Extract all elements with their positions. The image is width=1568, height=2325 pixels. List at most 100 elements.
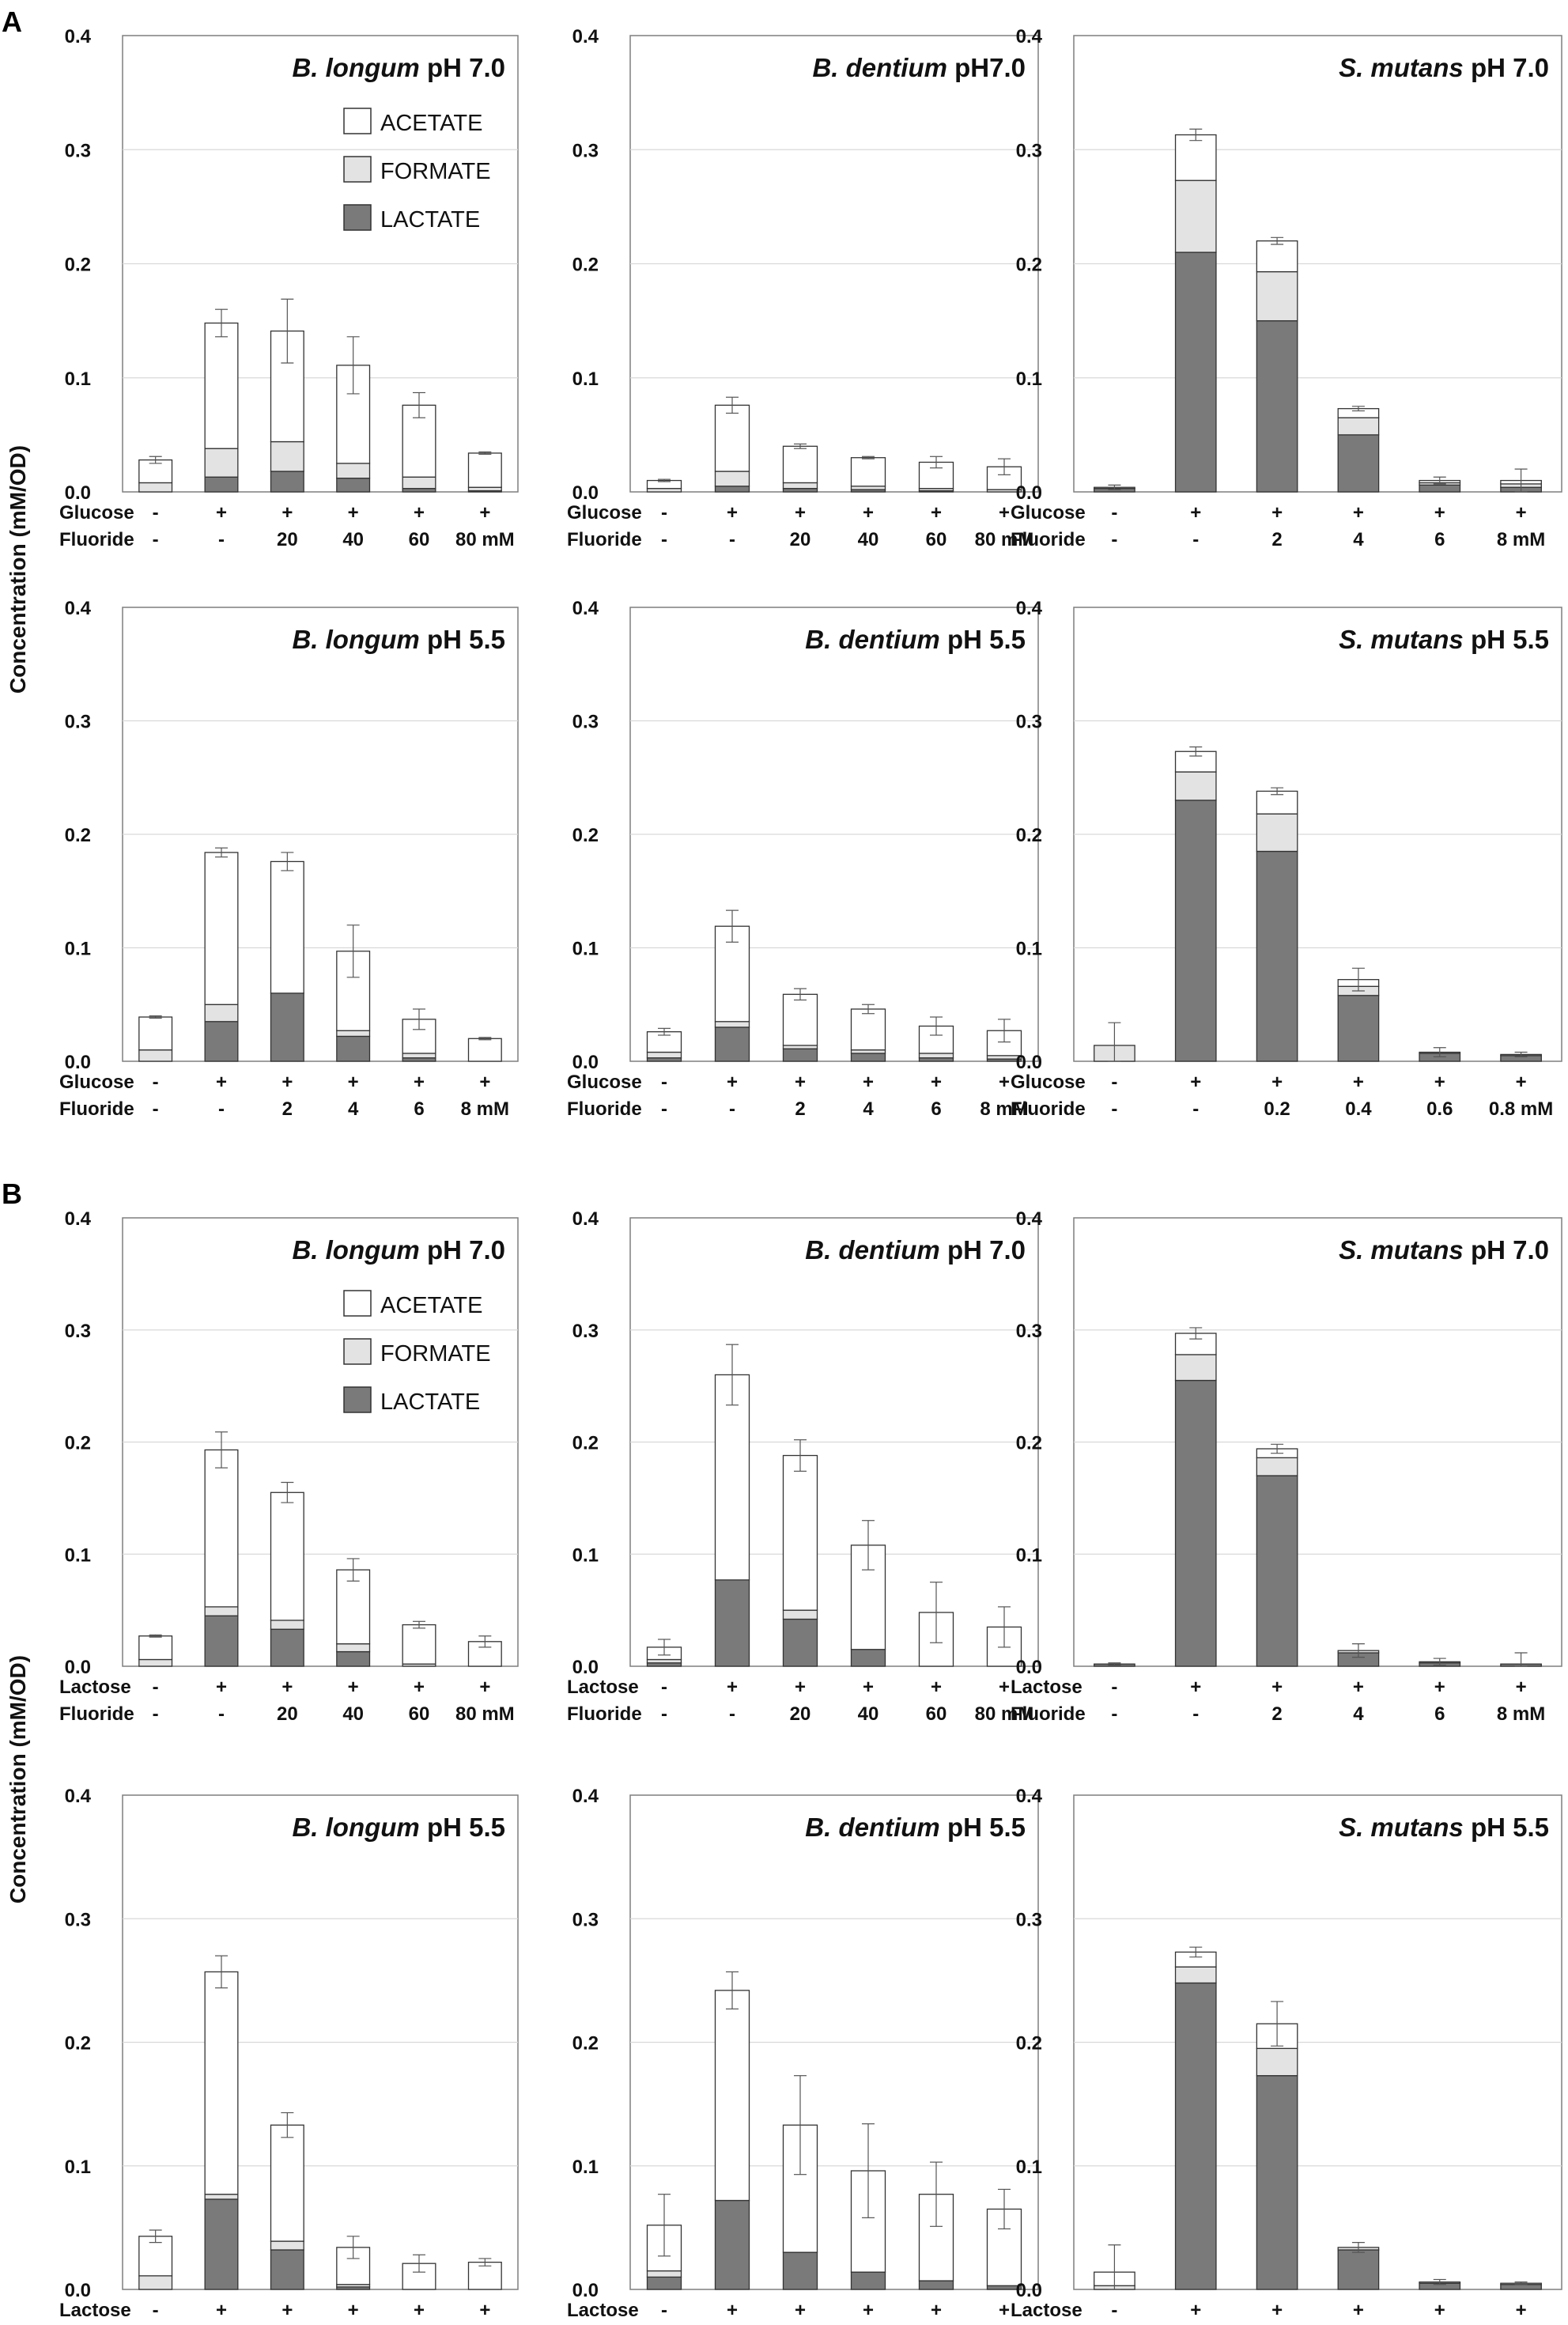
bar-acetate [204,1449,239,1608]
bar-acetate [270,2124,304,2242]
bar-acetate [714,404,750,472]
y-tick-label: 0.4 [65,1208,92,1230]
sugar-row-value: + [479,1072,490,1093]
sugar-row-value: + [414,1072,425,1093]
sugar-row-value: + [281,1677,293,1698]
bar-lactate [270,471,304,493]
sugar-row-value: + [999,2300,1010,2321]
fluoride-row-value: 4 [1353,1703,1364,1725]
y-tick-label: 0.4 [572,1208,599,1230]
y-tick-label: 0.4 [572,1786,599,1807]
y-tick-label: 0.0 [1016,1052,1042,1073]
legend-swatch [343,156,372,183]
chart-title-ph: pH 7.0 [1471,53,1549,82]
legend-label: LACTATE [380,1389,480,1415]
chart-title: B. longum pH 7.0 [292,1235,505,1265]
legend-label: FORMATE [380,159,491,184]
fluoride-row-value: 20 [277,529,298,550]
chart-title-ph: pH 5.5 [1471,1813,1549,1842]
sugar-row-value: + [1271,2300,1283,2321]
chart-panel-4: 0.0 0.1 0.2 0.3 0.4 B. longum pH 5.5 - - + - +2 +4 +… [59,598,519,1120]
sugar-row-value: + [931,502,942,524]
bar-acetate [467,1038,502,1062]
sugar-row-value: - [661,1677,667,1698]
fluoride-row-value: - [218,1703,225,1725]
y-tick-label: 0.0 [572,1052,599,1073]
y-tick-label: 0.3 [1016,1909,1042,1930]
fluoride-row-value: - [153,1098,159,1120]
fluoride-row-label: Fluoride [567,529,642,550]
bar-acetate [270,1491,304,1621]
chart-panel-7: 0.0 0.1 0.2 0.3 0.4 B. longum pH 7.0 - - + - +20 +4… [59,1208,519,1725]
fluoride-row-value: 60 [926,529,947,550]
chart-title-ph: pH 5.5 [1471,625,1549,654]
fluoride-row-value: 20 [277,1703,298,1725]
chart-title-ph: pH7.0 [954,53,1026,82]
sugar-row-value: + [931,2300,942,2321]
bar-formate [714,1021,750,1028]
chart-panel-3: 0.0 0.1 0.2 0.3 0.4 S. mutans pH 7.0 - - + - +2 +4 +… [1011,26,1562,550]
fluoride-row-value: - [1192,1098,1199,1120]
fluoride-row-value: 60 [409,529,430,550]
bar-formate [204,2194,239,2200]
bar-acetate [402,1624,436,1665]
bar-formate [336,463,371,479]
fluoride-row-value: 6 [931,1098,941,1120]
y-tick-label: 0.2 [1016,255,1042,276]
bar-lactate [1256,2075,1298,2290]
chart-panel-6: 0.0 0.1 0.2 0.3 0.4 S. mutans pH 5.5 - - + - +0.2 +… [1011,598,1562,1120]
fluoride-row-value: - [661,1703,667,1725]
fluoride-row-value: 0.6 [1426,1098,1453,1120]
y-tick-label: 0.2 [572,2033,599,2055]
sugar-row-label: Lactose [567,2300,639,2321]
y-tick-label: 0.1 [1016,1544,1042,1566]
fluoride-row-value: 40 [858,1703,879,1725]
fluoride-row-value: 6 [1434,1703,1445,1725]
bar-lactate [1256,1475,1298,1667]
bar-formate [204,1606,239,1616]
sugar-row-value: + [999,1677,1010,1698]
legend-swatch [343,108,372,134]
fluoride-row-label: Fluoride [1011,529,1086,550]
bar-formate [782,482,818,490]
sugar-row-value: + [414,1677,425,1698]
chart-title-organism: B. longum [292,625,426,654]
fluoride-row-value: 8 mM [1497,529,1545,550]
y-tick-label: 0.0 [65,2280,91,2301]
y-axis-label-a: Concentration (mM/OD) [6,445,30,694]
sugar-row-value: + [1353,502,1364,524]
sugar-row-value: + [1190,2300,1201,2321]
fluoride-row-label: Fluoride [59,1098,134,1120]
bar-lactate [918,2280,954,2290]
fluoride-row-value: - [1111,1098,1117,1120]
bar-lactate [646,2276,682,2290]
y-tick-label: 0.0 [65,1657,91,1678]
y-tick-label: 0.1 [65,369,91,390]
y-tick-label: 0.4 [65,1786,92,1807]
bar-lactate [270,1628,304,1667]
y-tick-label: 0.2 [1016,825,1042,846]
bar-formate [336,1030,371,1038]
y-tick-label: 0.2 [572,255,599,276]
sugar-row-value: + [1516,1677,1527,1698]
fluoride-row-value: 60 [409,1703,430,1725]
y-tick-label: 0.1 [572,1544,599,1566]
y-tick-label: 0.3 [572,140,599,161]
chart-panels: 0.0 0.1 0.2 0.3 0.4 B. longum pH 7.0 - - + - +20 +4… [59,26,1562,2321]
sugar-row-label: Lactose [567,1677,639,1698]
sugar-row-value: + [1271,1677,1283,1698]
bar-lactate [204,1021,239,1062]
sugar-row-value: + [348,2300,359,2321]
chart-title-ph: pH 5.5 [427,625,505,654]
bar-lactate [1419,484,1461,493]
y-tick-label: 0.2 [572,825,599,846]
sugar-row-value: + [863,502,874,524]
fluoride-row-value: 8 mM [461,1098,509,1120]
chart-panel-5: 0.0 0.1 0.2 0.3 0.4 B. dentium pH 5.5 - - + - +2 +4… [567,598,1039,1120]
y-tick-label: 0.1 [572,369,599,390]
bar-lactate [714,486,750,493]
sugar-row-value: + [999,502,1010,524]
bar-formate [402,476,436,490]
chart-title: B. dentium pH 5.5 [805,1813,1026,1842]
sugar-row-value: + [1190,1072,1201,1093]
